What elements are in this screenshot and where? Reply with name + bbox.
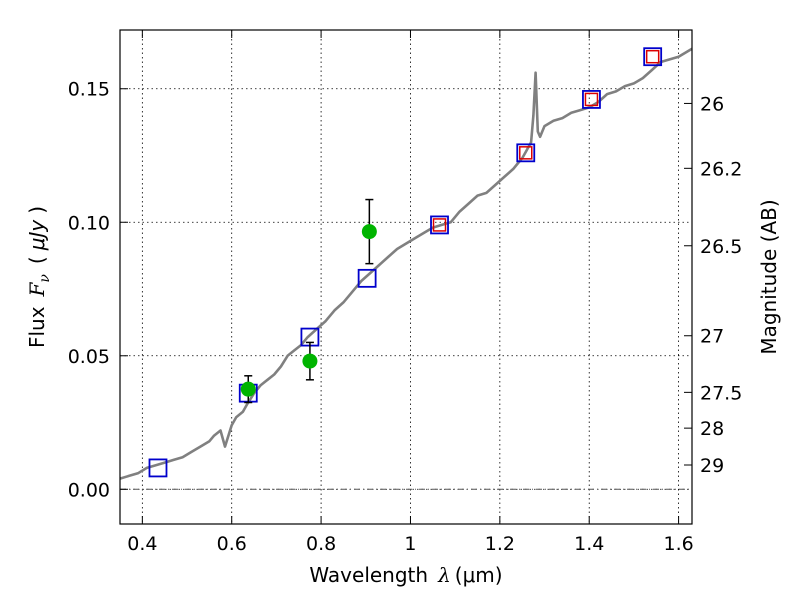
blue-square-marker	[643, 47, 663, 67]
x-tick-label: 1.6	[663, 533, 693, 555]
observed-point	[302, 353, 318, 369]
x-tick-label: 0.8	[306, 533, 336, 555]
y-tick-label: 0.15	[68, 79, 110, 101]
blue-square-marker	[148, 458, 168, 478]
y2-tick-label: 26.5	[700, 236, 742, 258]
y-tick-label: 0.00	[68, 479, 110, 501]
y-tick-label: 0.10	[68, 212, 110, 234]
x-tick-label: 0.4	[127, 533, 157, 555]
blue-square-marker	[582, 90, 601, 109]
blue-square-marker	[430, 215, 449, 235]
y2-tick-label: 28	[700, 418, 724, 440]
blue-square-marker	[516, 143, 536, 163]
red-squares	[432, 49, 660, 232]
x-tick-label: 1	[404, 533, 416, 555]
y2-tick-label: 27.5	[700, 382, 742, 404]
y2-tick-label: 27	[700, 326, 724, 348]
y2-tick-label: 26.2	[700, 158, 742, 180]
observed-point	[361, 224, 377, 240]
y2-tick-label: 26	[700, 93, 724, 115]
red-square-marker	[584, 92, 599, 107]
right-axis-title: Magnitude (AB)	[757, 199, 781, 354]
y-axis-title: FluxFν(μJy)	[25, 206, 53, 348]
plot-area	[120, 30, 692, 524]
observed-points	[240, 198, 377, 404]
x-axis-title: Wavelength λ (μm)	[309, 563, 502, 587]
y2-tick-label: 29	[700, 455, 724, 477]
red-square-marker	[645, 49, 660, 64]
x-tick-label: 1.2	[485, 533, 515, 555]
observed-point	[240, 381, 256, 397]
y-tick-label: 0.05	[68, 346, 110, 368]
model-spectrum-line	[119, 47, 693, 480]
red-square-marker	[519, 146, 533, 160]
blue-square-marker	[357, 268, 377, 288]
plot-frame	[119, 29, 693, 525]
red-square-marker	[432, 218, 447, 232]
axis-ticks: 0.4 0.6 0.8 1 1.2 1.4 1.6 0.00 0.05 0.10 0.15 26 26.…	[68, 30, 742, 555]
x-tick-label: 1.4	[574, 533, 604, 555]
x-tick-label: 0.6	[217, 533, 247, 555]
